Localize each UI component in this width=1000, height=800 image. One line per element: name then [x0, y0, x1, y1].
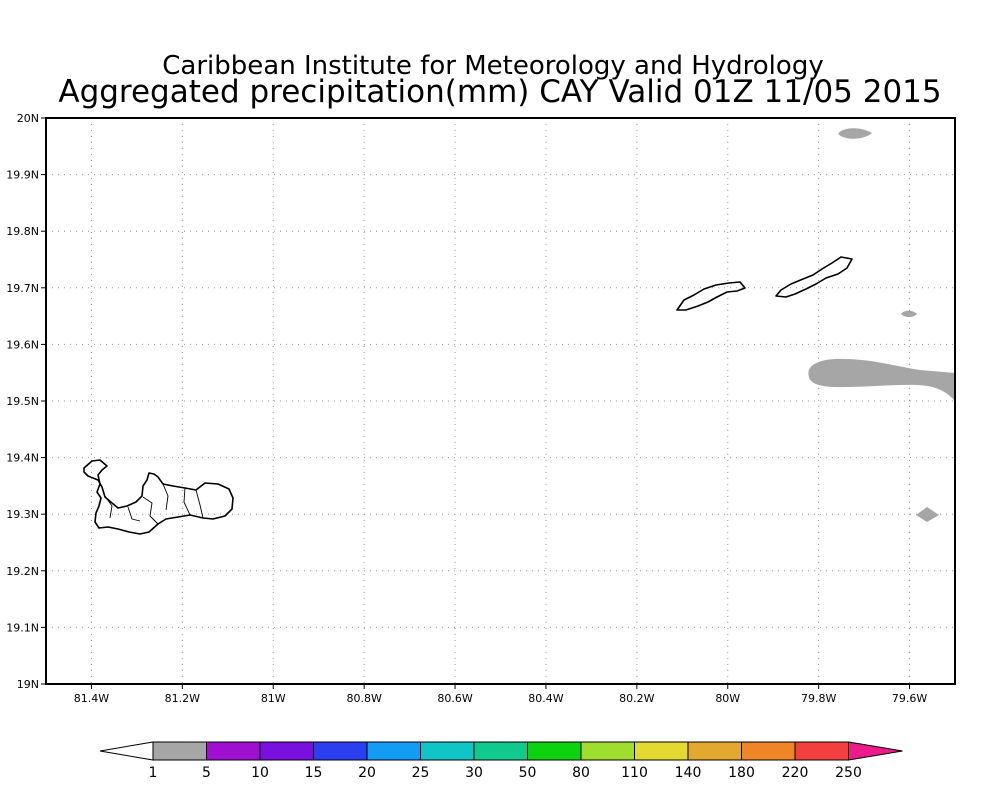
- colorbar-segment: [687, 741, 742, 761]
- colorbar-segment: [366, 741, 421, 761]
- lat-tick-label: 20N: [17, 112, 39, 125]
- colorbar-segment: [794, 741, 849, 761]
- lat-tick-label: 19.1N: [6, 621, 39, 634]
- colorbar-label: 80: [572, 765, 590, 781]
- colorbar-label: 140: [675, 765, 702, 781]
- grand-cayman-inner-boundaries: [104, 483, 204, 525]
- grand-cayman-outline: [83, 459, 234, 535]
- colorbar-segment: [741, 741, 796, 761]
- colorbar-under-arrow: [99, 741, 154, 761]
- lon-tick-label: 80.8W: [346, 692, 381, 705]
- precip-area-north: [838, 128, 872, 139]
- map-panel: [46, 118, 955, 684]
- title-line-2: Aggregated precipitation(mm) CAY Valid 0…: [58, 74, 941, 110]
- lat-tick-label: 19.5N: [6, 395, 39, 408]
- colorbar-segment: [580, 741, 635, 761]
- lat-tick-label: 19.6N: [6, 338, 39, 351]
- lon-tick-label: 81.4W: [74, 692, 109, 705]
- colorbar-over-arrow: [848, 741, 903, 761]
- lon-tick-label: 80.4W: [528, 692, 563, 705]
- lon-tick-label: 79.6W: [892, 692, 927, 705]
- title-line-1: Caribbean Institute for Meteorology and …: [162, 51, 823, 81]
- lat-tick-label: 19.4N: [6, 452, 39, 465]
- colorbar-segment: [527, 741, 582, 761]
- colorbar-label: 20: [358, 765, 376, 781]
- precipitation-areas: [808, 128, 955, 522]
- colorbar-segment: [313, 741, 368, 761]
- gridlines: 81.4W 81.2W 81W 80.8W 80.6W 80.4W 80.2W 80W 79.8…: [6, 112, 955, 705]
- lon-tick-label: 79.8W: [801, 692, 836, 705]
- cayman-brac-outline: [676, 281, 746, 311]
- colorbar-label: 30: [465, 765, 483, 781]
- lon-tick-label: 81.2W: [165, 692, 200, 705]
- colorbar-segment: [259, 741, 314, 761]
- little-cayman-outline: [775, 256, 853, 298]
- colorbar-label: 5: [202, 765, 211, 781]
- lon-tick-label: 80.2W: [619, 692, 654, 705]
- colorbar: 1 5 10 15 20 25 30 50 80 110 140 180 220 250: [99, 741, 903, 781]
- precip-area-east-band: [808, 358, 955, 401]
- coastlines: [83, 256, 853, 535]
- colorbar-label: 250: [835, 765, 862, 781]
- colorbar-label: 10: [251, 765, 269, 781]
- lon-tick-label: 80W: [715, 692, 740, 705]
- colorbar-label: 1: [149, 765, 158, 781]
- lat-tick-label: 19N: [17, 678, 39, 691]
- precip-area-small-east: [901, 310, 917, 317]
- colorbar-label: 25: [412, 765, 430, 781]
- lon-tick-label: 81W: [261, 692, 286, 705]
- lat-tick-label: 19.8N: [6, 225, 39, 238]
- map-border: [45, 117, 956, 685]
- colorbar-segment: [206, 741, 261, 761]
- colorbar-label: 180: [728, 765, 755, 781]
- lat-tick-label: 19.9N: [6, 169, 39, 182]
- lat-tick-label: 19.2N: [6, 565, 39, 578]
- colorbar-label: 220: [782, 765, 809, 781]
- colorbar-segment: [420, 741, 475, 761]
- colorbar-segment: [152, 741, 207, 761]
- lat-tick-label: 19.3N: [6, 508, 39, 521]
- colorbar-label: 15: [305, 765, 323, 781]
- colorbar-segment: [473, 741, 528, 761]
- colorbar-label: 50: [519, 765, 537, 781]
- precip-area-southeast: [916, 507, 939, 522]
- colorbar-label: 110: [621, 765, 648, 781]
- colorbar-segment: [634, 741, 689, 761]
- lon-tick-label: 80.6W: [437, 692, 472, 705]
- lat-tick-label: 19.7N: [6, 282, 39, 295]
